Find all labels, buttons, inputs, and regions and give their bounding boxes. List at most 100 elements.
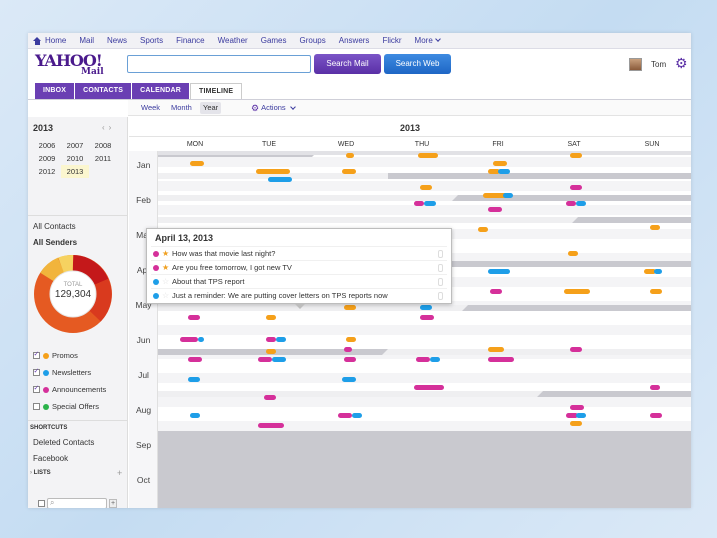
tab-timeline[interactable]: TIMELINE xyxy=(190,83,243,99)
email-activity-mark[interactable] xyxy=(576,413,586,418)
view-week-button[interactable]: Week xyxy=(141,103,161,112)
search-input[interactable] xyxy=(127,55,311,73)
email-activity-mark[interactable] xyxy=(266,349,276,354)
checkbox[interactable] xyxy=(438,291,443,300)
email-activity-mark[interactable] xyxy=(338,413,352,418)
tab-inbox[interactable]: INBOX xyxy=(35,83,75,99)
checkbox[interactable] xyxy=(438,277,443,286)
popup-message-row[interactable]: ★ Are you free tomorrow, I got new TV xyxy=(151,260,447,274)
year-cell[interactable]: 2006 xyxy=(38,141,56,150)
lists-header[interactable]: › LISTS xyxy=(30,470,51,476)
search-web-button[interactable]: Search Web xyxy=(384,54,451,74)
email-activity-mark[interactable] xyxy=(258,357,272,362)
email-activity-mark[interactable] xyxy=(256,169,290,174)
year-cell[interactable]: 2010 xyxy=(66,154,84,163)
email-activity-mark[interactable] xyxy=(266,315,276,320)
email-activity-mark[interactable] xyxy=(493,161,507,166)
email-activity-mark[interactable] xyxy=(488,357,514,362)
checkbox[interactable] xyxy=(438,249,443,258)
email-activity-mark[interactable] xyxy=(644,269,656,274)
email-activity-mark[interactable] xyxy=(570,421,582,426)
email-activity-mark[interactable] xyxy=(344,305,356,310)
popup-message-row[interactable]: ☆ Just a reminder: We are putting cover … xyxy=(151,288,447,302)
shortcut-deleted-contacts[interactable]: Deleted Contacts xyxy=(33,438,95,447)
checkbox[interactable] xyxy=(33,403,40,410)
legend-newsletters[interactable]: Newsletters xyxy=(33,367,91,377)
email-activity-mark[interactable] xyxy=(564,289,590,294)
email-activity-mark[interactable] xyxy=(420,315,434,320)
checkbox[interactable] xyxy=(33,367,40,376)
email-activity-mark[interactable] xyxy=(414,385,444,390)
year-cell[interactable]: 2009 xyxy=(38,154,56,163)
email-activity-mark[interactable] xyxy=(568,251,578,256)
nav-news[interactable]: News xyxy=(107,36,128,45)
email-activity-mark[interactable] xyxy=(188,357,202,362)
shortcut-facebook[interactable]: Facebook xyxy=(33,454,69,463)
year-cell[interactable]: 2012 xyxy=(38,167,56,176)
email-activity-mark[interactable] xyxy=(478,227,488,232)
email-activity-mark[interactable] xyxy=(268,177,292,182)
add-list-icon[interactable]: + xyxy=(117,468,123,478)
email-activity-mark[interactable] xyxy=(430,357,440,362)
email-activity-mark[interactable] xyxy=(576,201,586,206)
nav-groups[interactable]: Groups xyxy=(299,36,326,45)
star-icon[interactable]: ★ xyxy=(162,263,170,272)
email-activity-mark[interactable] xyxy=(188,315,200,320)
email-activity-mark[interactable] xyxy=(570,347,582,352)
email-activity-mark[interactable] xyxy=(352,413,362,418)
email-activity-mark[interactable] xyxy=(416,357,430,362)
legend-special-offers[interactable]: Special Offers xyxy=(33,402,99,411)
nav-finance[interactable]: Finance xyxy=(176,36,205,45)
email-activity-mark[interactable] xyxy=(490,289,502,294)
year-nav-arrows[interactable]: ‹› xyxy=(102,123,116,132)
email-activity-mark[interactable] xyxy=(424,201,436,206)
email-activity-mark[interactable] xyxy=(420,305,432,310)
email-activity-mark[interactable] xyxy=(650,225,660,230)
email-activity-mark[interactable] xyxy=(344,357,356,362)
email-activity-mark[interactable] xyxy=(566,413,578,418)
year-cell[interactable]: 2011 xyxy=(94,154,112,163)
email-activity-mark[interactable] xyxy=(272,357,286,362)
list-search-input[interactable]: ⌕ xyxy=(47,498,107,508)
all-contacts-link[interactable]: All Contacts xyxy=(33,222,76,231)
nav-games[interactable]: Games xyxy=(260,36,287,45)
email-activity-mark[interactable] xyxy=(570,153,582,158)
email-activity-mark[interactable] xyxy=(190,161,204,166)
legend-announcements[interactable]: Announcements xyxy=(33,384,106,394)
avatar[interactable] xyxy=(629,58,642,71)
email-activity-mark[interactable] xyxy=(190,413,200,418)
all-senders-link[interactable]: All Senders xyxy=(33,238,78,247)
popup-message-row[interactable]: ★ How was that movie last night? xyxy=(151,246,447,260)
nav-answers[interactable]: Answers xyxy=(338,36,370,45)
year-cell[interactable]: 2007 xyxy=(66,141,84,150)
email-activity-mark[interactable] xyxy=(342,377,356,382)
email-activity-mark[interactable] xyxy=(258,423,284,428)
actions-menu[interactable]: ⚙ Actions xyxy=(251,102,296,114)
email-activity-mark[interactable] xyxy=(488,347,504,352)
year-cell-selected[interactable]: 2013 xyxy=(61,165,89,178)
checkbox[interactable] xyxy=(38,500,45,507)
email-activity-mark[interactable] xyxy=(488,169,500,174)
email-activity-mark[interactable] xyxy=(198,337,204,342)
checkbox[interactable] xyxy=(438,263,443,272)
popup-message-row[interactable]: ☆ About that TPS report xyxy=(151,274,447,288)
checkbox[interactable] xyxy=(33,350,40,359)
email-activity-mark[interactable] xyxy=(566,201,576,206)
email-activity-mark[interactable] xyxy=(264,395,276,400)
nav-weather[interactable]: Weather xyxy=(217,36,248,45)
tab-contacts[interactable]: CONTACTS xyxy=(75,83,132,99)
nav-more[interactable]: More xyxy=(415,36,441,45)
email-activity-mark[interactable] xyxy=(654,269,662,274)
star-icon[interactable]: ☆ xyxy=(162,291,170,300)
view-month-button[interactable]: Month xyxy=(171,103,192,112)
email-activity-mark[interactable] xyxy=(503,193,513,198)
email-activity-mark[interactable] xyxy=(346,153,354,158)
star-icon[interactable]: ☆ xyxy=(162,277,170,286)
email-activity-mark[interactable] xyxy=(180,337,198,342)
email-activity-mark[interactable] xyxy=(266,337,276,342)
checkbox[interactable] xyxy=(33,384,40,393)
yahoo-mail-logo[interactable]: YAHOO! Mail xyxy=(35,52,105,80)
nav-mail[interactable]: Mail xyxy=(79,36,95,45)
tab-calendar[interactable]: CALENDAR xyxy=(132,83,190,99)
year-cell[interactable]: 2008 xyxy=(94,141,112,150)
